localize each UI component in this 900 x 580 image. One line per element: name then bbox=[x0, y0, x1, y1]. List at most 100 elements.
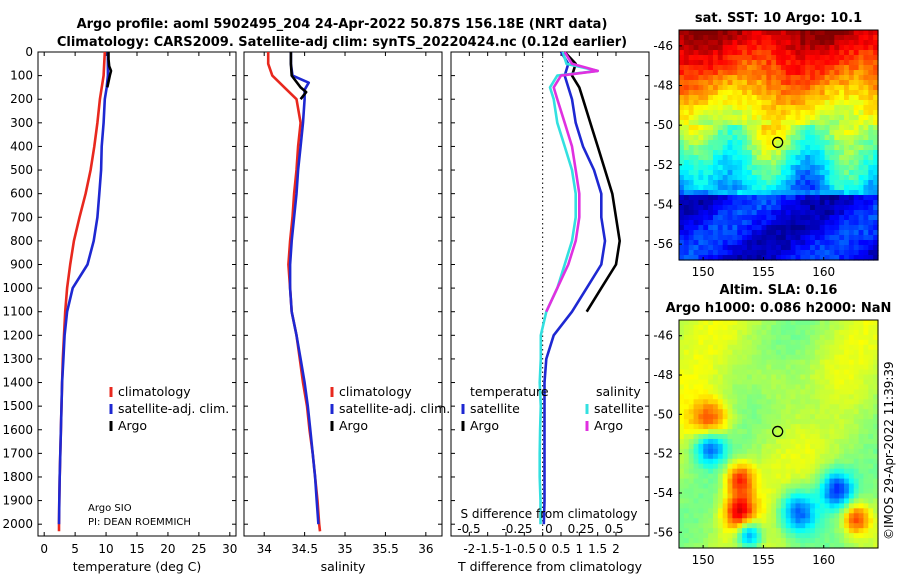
map-cell bbox=[839, 150, 845, 156]
map-cell bbox=[858, 518, 865, 524]
map-cell bbox=[708, 379, 714, 386]
map-cell bbox=[834, 404, 840, 410]
map-cell bbox=[848, 165, 855, 171]
map-cell bbox=[839, 344, 845, 351]
map-cell bbox=[800, 468, 806, 475]
map-cell bbox=[732, 135, 738, 141]
map-cell bbox=[829, 488, 835, 495]
map-cell bbox=[853, 354, 860, 361]
map-cell bbox=[829, 359, 835, 366]
map-cell bbox=[708, 389, 714, 395]
map-cell bbox=[853, 453, 860, 460]
map-cell bbox=[693, 80, 700, 86]
map-cell bbox=[751, 30, 758, 36]
map-cell bbox=[746, 419, 753, 425]
map-cell bbox=[737, 369, 743, 376]
map-cell bbox=[800, 85, 806, 91]
map-cell bbox=[795, 210, 801, 216]
map-cell bbox=[766, 488, 772, 495]
map-cell bbox=[785, 50, 792, 56]
map-cell bbox=[732, 105, 738, 111]
map-cell bbox=[746, 349, 753, 356]
map-cell bbox=[679, 404, 685, 410]
map-cell bbox=[785, 374, 792, 381]
map-cell bbox=[766, 508, 772, 514]
map-cell bbox=[698, 399, 704, 405]
map-cell bbox=[863, 384, 869, 390]
map-cell bbox=[785, 538, 792, 544]
map-cell bbox=[829, 180, 835, 186]
map-cell bbox=[776, 210, 782, 216]
map-cell bbox=[873, 60, 879, 66]
map-cell bbox=[824, 409, 831, 415]
map-cell bbox=[756, 468, 763, 475]
map-cell bbox=[853, 399, 860, 405]
map-cell bbox=[785, 453, 792, 460]
map-cell bbox=[839, 339, 845, 346]
map-cell bbox=[839, 508, 845, 514]
map-cell bbox=[790, 438, 797, 445]
map-cell bbox=[742, 404, 748, 410]
map-cell bbox=[756, 384, 763, 390]
map-cell bbox=[698, 349, 704, 356]
map-cell bbox=[722, 503, 729, 509]
map-cell bbox=[693, 404, 700, 410]
map-cell bbox=[844, 180, 850, 186]
map-cell bbox=[839, 498, 845, 504]
map-cell bbox=[810, 508, 816, 514]
map-cell bbox=[703, 409, 709, 415]
map-cell bbox=[814, 354, 821, 361]
map-cell bbox=[698, 518, 704, 524]
map-cell bbox=[863, 230, 869, 236]
map-cell bbox=[776, 458, 782, 465]
map-cell bbox=[742, 463, 748, 470]
map-cell bbox=[819, 160, 826, 166]
map-cell bbox=[780, 105, 787, 111]
map-cell bbox=[790, 468, 797, 475]
map-cell bbox=[708, 369, 714, 376]
map-cell bbox=[819, 488, 826, 495]
map-cell bbox=[751, 493, 758, 500]
map-cell bbox=[766, 483, 772, 490]
map-cell bbox=[679, 409, 685, 415]
map-cell bbox=[722, 498, 729, 504]
map-cell bbox=[790, 463, 797, 470]
map-cell bbox=[824, 215, 831, 221]
map-cell bbox=[698, 528, 704, 534]
map-cell bbox=[712, 200, 719, 206]
map-cell bbox=[853, 155, 860, 161]
map-cell bbox=[703, 473, 709, 480]
map-cell bbox=[780, 70, 787, 76]
map-cell bbox=[703, 414, 709, 420]
map-cell bbox=[751, 125, 758, 131]
map-cell bbox=[863, 140, 869, 146]
map-cell bbox=[824, 434, 831, 440]
map-cell bbox=[708, 30, 714, 36]
map-cell bbox=[732, 448, 738, 455]
map-cell bbox=[708, 135, 714, 141]
map-cell bbox=[863, 225, 869, 231]
map-cell bbox=[819, 100, 826, 106]
map-cell bbox=[805, 419, 811, 425]
map-cell bbox=[844, 488, 850, 495]
map-cell bbox=[805, 508, 811, 514]
map-cell bbox=[698, 160, 704, 166]
map-cell bbox=[790, 100, 797, 106]
map-cell bbox=[844, 55, 850, 61]
map-cell bbox=[848, 250, 855, 256]
map-cell bbox=[766, 40, 772, 46]
map-cell bbox=[746, 120, 753, 126]
map-cell bbox=[693, 210, 700, 216]
map-cell bbox=[776, 95, 782, 101]
map-cell bbox=[742, 493, 748, 500]
map-cell bbox=[780, 463, 787, 470]
map-cell bbox=[848, 105, 855, 111]
map-cell bbox=[863, 220, 869, 226]
map-cell bbox=[776, 463, 782, 470]
map-cell bbox=[737, 75, 743, 81]
map-cell bbox=[766, 160, 772, 166]
map-cell bbox=[805, 523, 811, 529]
map-cell bbox=[810, 379, 816, 386]
map-cell bbox=[873, 95, 879, 101]
map-cell bbox=[756, 90, 763, 96]
